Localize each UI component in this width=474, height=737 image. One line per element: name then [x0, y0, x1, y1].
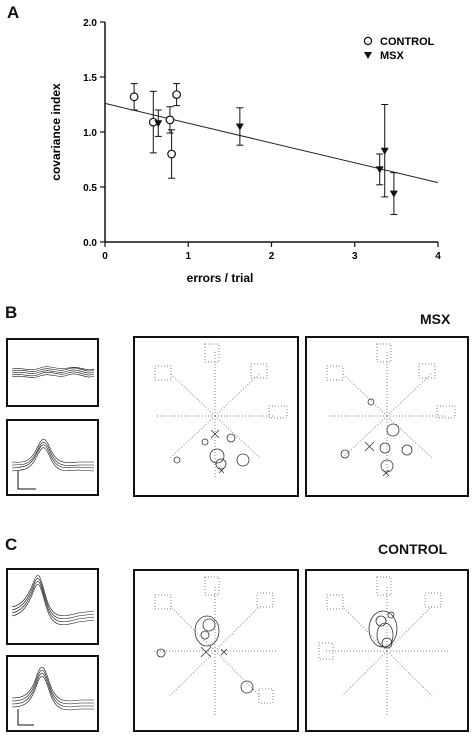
msx-point — [380, 147, 389, 155]
control-point — [167, 149, 177, 159]
chart-axes: 0 1 2 3 4 0.0 0.5 1.0 1.5 2.0 — [83, 18, 441, 262]
y-tick-label: 1.0 — [83, 128, 97, 139]
chart-legend: CONTROL MSX — [363, 36, 435, 62]
msx-point — [235, 123, 244, 131]
control-point — [165, 115, 175, 125]
panel-label-a: A — [7, 3, 20, 22]
waveform-box-b-top — [6, 338, 99, 407]
legend-label: MSX — [380, 50, 405, 62]
waveform-trace-b-top — [11, 366, 95, 378]
firing-field-marks-c-left — [156, 615, 254, 694]
x-tick-label: 1 — [185, 251, 191, 262]
y-tick-label: 0.0 — [83, 238, 97, 249]
maze-dots-b-left — [154, 343, 288, 478]
y-axis-label: covariance index — [49, 83, 63, 181]
track-map-b-right — [305, 336, 469, 497]
control-point — [172, 90, 181, 99]
waveform-box-c-bottom — [6, 655, 99, 732]
scale-bar-b — [17, 471, 36, 490]
waveform-trace-c-top — [11, 575, 95, 626]
maze-dots-c-right — [318, 576, 449, 716]
y-tick-label: 2.0 — [83, 18, 97, 29]
y-tick-label: 1.5 — [83, 73, 97, 84]
maze-dots-c-left — [153, 576, 277, 716]
x-tick-label: 4 — [435, 251, 441, 262]
waveform-trace-c-bottom — [11, 666, 94, 711]
firing-field-marks-b-right — [340, 398, 413, 477]
legend-label: CONTROL — [380, 36, 435, 48]
y-tick-label: 0.5 — [83, 183, 97, 194]
waveform-trace-b-bottom — [11, 438, 95, 472]
track-map-b-left — [133, 336, 299, 497]
data-points — [129, 83, 398, 215]
x-tick-label: 0 — [102, 251, 108, 262]
x-tick-label: 2 — [269, 251, 275, 262]
legend-marker-control — [363, 36, 373, 46]
x-tick-label: 3 — [352, 251, 358, 262]
track-map-c-right — [305, 569, 469, 732]
firing-field-marks-b-left — [173, 429, 250, 474]
group-label-control: CONTROL — [378, 541, 448, 557]
panel-label-b: B — [5, 303, 18, 322]
legend-marker-msx — [364, 52, 372, 59]
waveform-box-c-top — [6, 568, 99, 645]
track-map-c-left — [133, 569, 299, 732]
msx-point — [154, 120, 163, 128]
firing-field-marks-c-right — [368, 610, 398, 649]
scatter-chart: 0 1 2 3 4 0.0 0.5 1.0 1.5 2.0 CONTROL MSX errors /… — [49, 18, 441, 285]
msx-point — [389, 190, 398, 198]
group-label-msx: MSX — [420, 311, 451, 327]
maze-dots-b-right — [326, 343, 456, 478]
waveform-box-b-bottom — [6, 419, 99, 496]
control-point — [129, 92, 139, 102]
scale-bar-c — [17, 709, 34, 726]
regression-line — [104, 102, 439, 184]
fit-line-group — [104, 102, 439, 184]
msx-point — [375, 166, 384, 174]
x-axis-label: errors / trial — [187, 271, 254, 285]
panel-label-c: C — [5, 535, 18, 554]
